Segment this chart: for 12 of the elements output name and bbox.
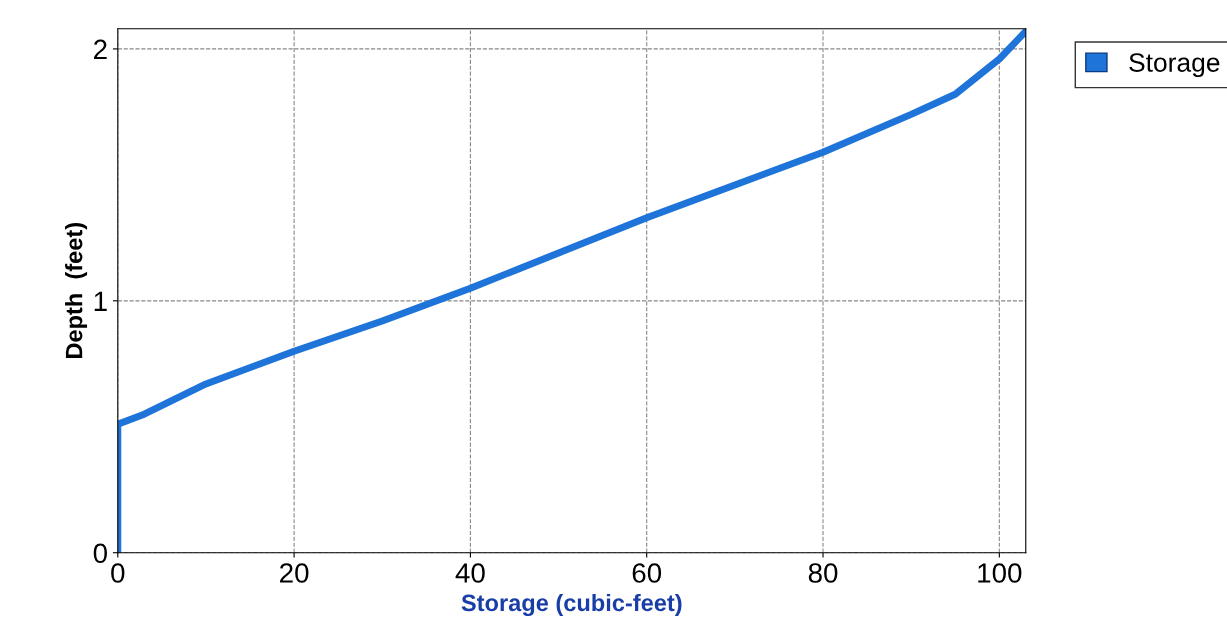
y-axis-title: Depth (feet) (65, 223, 88, 359)
x-tick-label: 100 (978, 563, 1022, 583)
x-tick-label: 80 (808, 563, 838, 583)
y-tick-label: 2 (94, 39, 107, 59)
x-tick-label: 60 (632, 563, 662, 583)
x-axis-title: Storage (cubic-feet) (461, 593, 682, 617)
x-tick-label: 0 (111, 563, 125, 583)
y-tick-label: 0 (93, 543, 107, 564)
x-tick-label: 40 (455, 563, 485, 583)
legend-label: Storage (1129, 53, 1220, 78)
x-tick-label: 20 (280, 563, 309, 583)
y-tick-label: 1 (94, 291, 107, 311)
